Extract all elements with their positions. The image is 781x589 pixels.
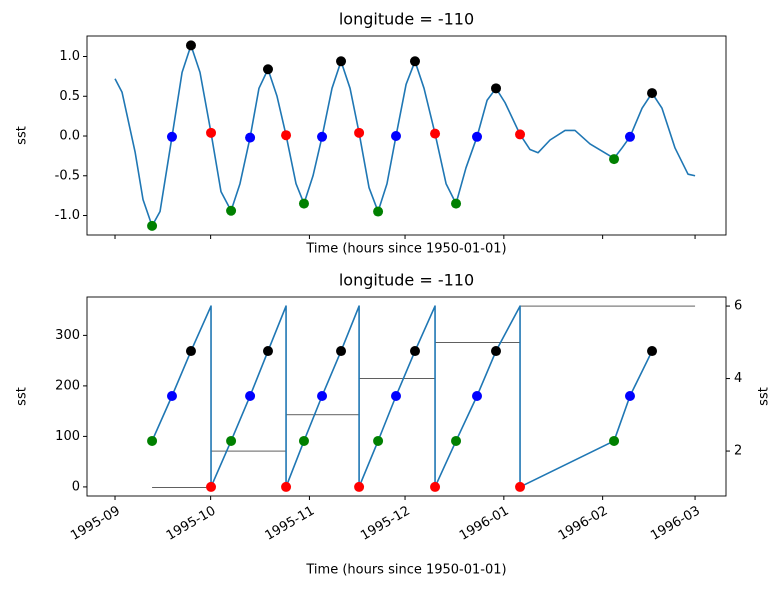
marker: [298, 198, 309, 209]
marker: [647, 346, 658, 357]
marker: [373, 206, 384, 217]
marker: [281, 481, 292, 492]
chart: longitude = -110 Time (hours since 1950-0…: [15, 271, 772, 578]
x-tick-label: 1995-09: [68, 504, 123, 544]
y2-axis-label: sst: [757, 387, 772, 406]
marker: [451, 198, 462, 209]
marker: [647, 88, 658, 99]
marker: [281, 130, 292, 141]
marker: [206, 127, 217, 138]
marker: [472, 390, 483, 401]
marker: [206, 481, 217, 492]
marker: [245, 390, 256, 401]
marker: [336, 346, 347, 357]
marker: [147, 220, 158, 231]
x-tick-label: 1996-02: [556, 504, 611, 544]
x-tick-label: 1995-11: [263, 504, 318, 544]
marker: [451, 435, 462, 446]
axes-frame: [86, 35, 727, 236]
marker: [373, 435, 384, 446]
marker: [515, 481, 526, 492]
marker: [354, 481, 365, 492]
marker: [226, 205, 237, 216]
chart-title: longitude = -110: [339, 271, 474, 290]
line: [114, 44, 696, 227]
marker: [624, 390, 635, 401]
marker: [515, 129, 526, 140]
line: [151, 305, 653, 488]
x-tick-label: 1996-03: [648, 504, 703, 544]
x-axis-label: Time (hours since 1950-01-01): [305, 563, 506, 578]
marker: [391, 131, 402, 142]
marker: [147, 435, 158, 446]
axes-frame: [86, 296, 727, 497]
y-tick-label: 0: [72, 479, 80, 494]
marker: [391, 390, 402, 401]
marker: [336, 56, 347, 67]
x-tick-label: 1995-12: [358, 504, 413, 544]
y-tick-label: 100: [55, 429, 80, 444]
chart-title: longitude = -110: [339, 10, 474, 29]
y-tick-label: 200: [55, 378, 80, 393]
marker: [298, 435, 309, 446]
marker: [226, 435, 237, 446]
marker: [166, 390, 177, 401]
y2-tick-label: 6: [734, 299, 742, 314]
x-tick-label: 1996-01: [457, 504, 512, 544]
marker: [491, 83, 502, 94]
marker: [354, 127, 365, 138]
y-tick-label: 300: [55, 328, 80, 343]
y-tick-label: 0.0: [59, 129, 80, 144]
marker: [185, 346, 196, 357]
y-tick-label: -0.5: [55, 168, 80, 183]
y2-tick-label: 4: [734, 371, 742, 386]
plot-area: [151, 305, 696, 488]
y-tick-label: 0.5: [59, 89, 80, 104]
marker: [609, 435, 620, 446]
marker: [491, 346, 502, 357]
marker: [185, 40, 196, 51]
y-axis-label: sst: [15, 126, 30, 145]
marker: [166, 131, 177, 142]
marker: [409, 346, 420, 357]
y2-tick-label: 2: [734, 444, 742, 459]
marker: [472, 131, 483, 142]
x-tick-label: 1995-10: [164, 504, 219, 544]
marker: [409, 56, 420, 67]
x-axis-label: Time (hours since 1950-01-01): [305, 242, 506, 257]
marker: [262, 64, 273, 75]
marker: [624, 131, 635, 142]
y-tick-label: 1.0: [59, 49, 80, 64]
marker: [317, 390, 328, 401]
y-tick-label: -1.0: [55, 208, 80, 223]
y-axis-label: sst: [15, 387, 30, 406]
marker: [245, 132, 256, 143]
plot-area: [114, 44, 696, 227]
marker: [609, 154, 620, 165]
chart: longitude = -110 Time (hours since 1950-0…: [15, 10, 727, 257]
marker: [262, 346, 273, 357]
marker: [317, 131, 328, 142]
marker: [430, 128, 441, 139]
marker: [430, 481, 441, 492]
